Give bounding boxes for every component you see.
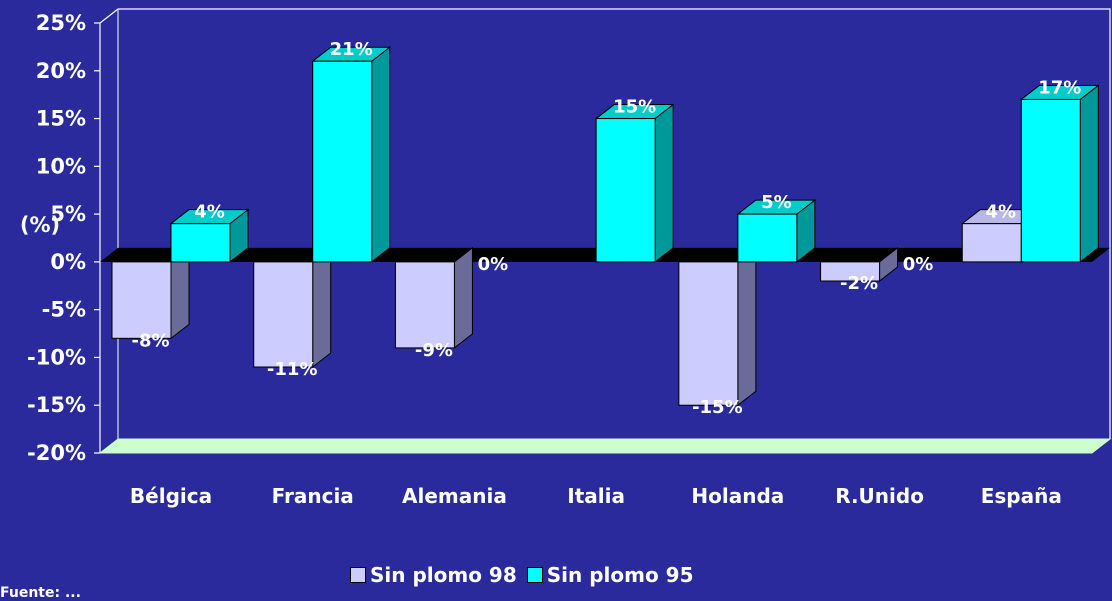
legend-label-98: Sin plomo 98 bbox=[370, 563, 517, 587]
data-label: 0% bbox=[903, 254, 934, 275]
bar-side-sin-plomo-98-1 bbox=[312, 246, 332, 369]
y-tick-label: 25% bbox=[36, 11, 86, 35]
chart-floor bbox=[98, 438, 1112, 454]
y-tick-label: -20% bbox=[27, 441, 86, 465]
footer-note: Fuente: ... bbox=[0, 585, 81, 601]
data-label: 21% bbox=[330, 39, 373, 60]
x-tick-label: Italia bbox=[567, 484, 625, 508]
bar-side-sin-plomo-95-1 bbox=[371, 46, 391, 263]
data-label: -11% bbox=[267, 359, 318, 380]
data-label: 0% bbox=[478, 254, 509, 275]
bar-sin-plomo-95-1 bbox=[312, 60, 373, 263]
bar-sin-plomo-98-1 bbox=[253, 261, 314, 368]
data-label: -9% bbox=[415, 340, 453, 361]
y-tick-label: 0% bbox=[50, 250, 86, 274]
data-label: -2% bbox=[840, 273, 878, 294]
legend-swatch-95 bbox=[526, 567, 543, 583]
y-tick-label: -5% bbox=[42, 298, 86, 322]
bar-sin-plomo-98-6 bbox=[961, 223, 1022, 263]
y-axis-title: (%) bbox=[20, 213, 60, 237]
bar-sin-plomo-95-6 bbox=[1020, 98, 1081, 263]
bar-chart: 25% 20% 15% 10% 5% 0% -5% -10% -15% -20% (%) -8% 4% B… bbox=[20, 8, 1112, 508]
x-tick-label: Francia bbox=[272, 484, 354, 508]
data-label: 17% bbox=[1038, 77, 1081, 98]
x-tick-label: Bélgica bbox=[130, 484, 212, 508]
data-label: 4% bbox=[986, 202, 1017, 223]
legend-label-95: Sin plomo 95 bbox=[546, 563, 694, 587]
legend-item-95: Sin plomo 95 bbox=[526, 563, 694, 587]
x-tick-label: R.Unido bbox=[835, 484, 924, 508]
bar-sin-plomo-98-4 bbox=[678, 261, 739, 406]
bar-sin-plomo-98-0 bbox=[111, 261, 172, 339]
legend-swatch-98 bbox=[350, 567, 366, 583]
bar-side-sin-plomo-95-6 bbox=[1079, 84, 1099, 263]
data-label: 4% bbox=[194, 202, 225, 223]
legend-item-98: Sin plomo 98 bbox=[350, 563, 517, 587]
bar-side-sin-plomo-95-3 bbox=[654, 103, 674, 263]
bar-sin-plomo-95-3 bbox=[595, 118, 656, 263]
bar-sin-plomo-95-0 bbox=[170, 223, 231, 263]
x-tick-label: Alemania bbox=[402, 484, 507, 508]
bar-side-sin-plomo-98-4 bbox=[737, 246, 757, 407]
bar-side-sin-plomo-98-2 bbox=[453, 246, 473, 349]
y-tick-label: 5% bbox=[50, 202, 86, 226]
y-tick-label: 10% bbox=[36, 154, 86, 178]
data-label: 15% bbox=[613, 97, 656, 118]
bar-sin-plomo-98-2 bbox=[394, 261, 455, 349]
chart-legend: Sin plomo 98 Sin plomo 95 bbox=[350, 562, 694, 588]
y-tick-label: -15% bbox=[27, 393, 86, 417]
data-label: 5% bbox=[761, 192, 792, 213]
y-tick-label: -10% bbox=[27, 345, 86, 369]
x-tick-label: España bbox=[981, 484, 1062, 508]
data-label: -8% bbox=[131, 330, 169, 351]
bar-sin-plomo-95-4 bbox=[737, 213, 798, 263]
y-tick-label: 20% bbox=[36, 59, 86, 83]
x-tick-label: Holanda bbox=[691, 484, 784, 508]
y-tick-label: 15% bbox=[36, 107, 86, 131]
data-label: -15% bbox=[692, 397, 743, 418]
bar-sin-plomo-98-5 bbox=[820, 261, 881, 282]
